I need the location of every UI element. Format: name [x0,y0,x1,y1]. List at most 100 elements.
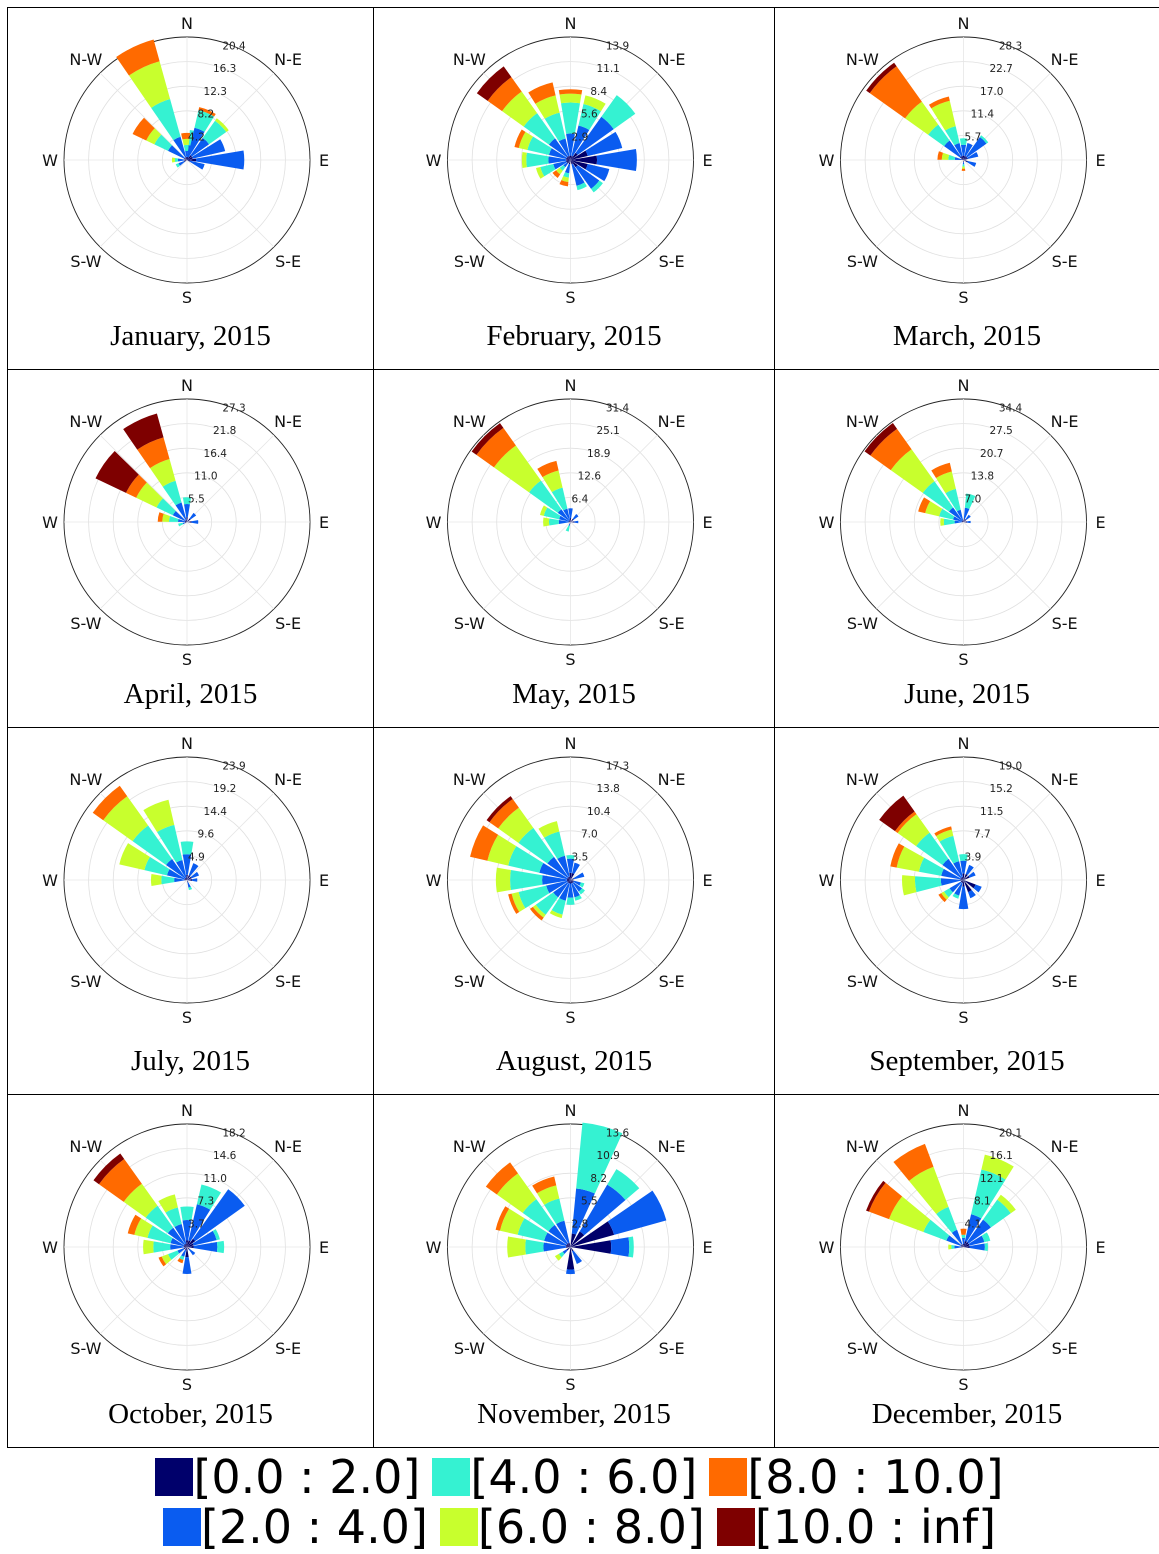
radial-tick-label: 8.4 [590,86,607,98]
direction-label: N-E [658,412,686,431]
legend-label-10-inf: [10.0 : inf] [754,1500,997,1554]
wedge-segment [185,877,187,880]
wedge-segment [870,428,912,471]
wedge-segment [934,826,952,837]
wedge-segment [962,1243,965,1247]
wedge-segment [960,1246,964,1248]
wedge-segment [198,107,216,117]
wedge-segment [496,1173,537,1213]
wedge-segment [944,140,961,158]
legend-label-2-4: [2.0 : 4.0] [200,1500,428,1554]
wedge-segment [187,875,191,880]
wedge-segment [177,1258,184,1264]
direction-label: S-E [275,972,301,991]
radial-tick-label: 16.3 [213,63,236,75]
wedge-segment [143,1239,154,1255]
wedge-segment [981,1232,991,1243]
wedge-segment [570,521,575,523]
wedge-segment [187,882,191,888]
wedge-segment [544,1198,565,1224]
wedge-segment [132,117,155,141]
wedge-segment [536,1185,560,1205]
direction-label: N [565,14,577,33]
radial-tick-label: 14.4 [204,806,228,818]
wedge-segment [954,520,962,524]
wedge-segment [575,165,600,189]
wedge-segment [123,1183,158,1218]
direction-label: N-W [453,50,486,69]
wedge-segment [570,150,588,160]
wedge-segment [535,892,559,915]
wedge-segment [548,156,567,164]
wedge-segment [936,471,956,494]
wedge-segment [527,136,552,156]
wedge-segment [585,131,623,157]
wedge-segment [868,1182,903,1220]
radial-tick-label: 4.2 [188,131,205,143]
wedge-segment [542,875,567,885]
wedge-segment [188,1248,196,1256]
wedge-segment [968,1235,985,1246]
wedge-segment [574,895,582,901]
wedge-segment [170,1244,184,1250]
wedge-segment [960,1228,967,1235]
grid-spoke [876,1159,964,1248]
radial-tick-label: 12.1 [980,1173,1003,1185]
wedge-segment [962,873,965,880]
radial-tick-label: 19.2 [213,783,236,795]
wedge-segment [566,133,575,156]
wedge-segment [175,163,181,168]
wedge-segment [958,886,969,910]
direction-label: N [565,376,577,395]
wedge-segment [145,1205,174,1234]
wedge-segment [567,880,571,883]
wedge-segment [523,113,556,145]
wedge-segment [962,162,965,165]
wedge-segment [558,138,570,157]
direction-label: S-W [70,972,101,991]
direction-label: S-W [454,614,485,633]
wedge-segment [146,128,162,145]
wedge-segment [543,1242,567,1252]
wedge-segment [984,1242,988,1252]
wedge-segment [192,1230,217,1246]
wedge-segment [184,878,187,880]
radial-tick-label: 8.1 [974,1196,991,1208]
direction-label: E [319,513,329,532]
wedge-segment [166,869,185,880]
wedge-segment [553,882,569,898]
wedge-segment [961,880,964,884]
grid-spoke [186,879,275,968]
wedge-segment [518,885,550,909]
wedge-segment [562,1249,568,1254]
wedge-segment [566,157,571,160]
wedge-segment [566,1247,575,1270]
direction-label: N [958,14,970,33]
wedge-segment [960,1245,964,1247]
wedge-segment [893,1143,934,1181]
wedge-segment [568,880,571,884]
wedge-segment [548,138,568,158]
direction-label: S-W [70,614,101,633]
wedge-segment [190,871,200,879]
wedge-segment [172,510,186,522]
wedge-segment [938,893,947,903]
wedge-segment [185,1247,189,1258]
wedge-segment [551,898,566,915]
windrose-plot: 4.2 8.2 12.3 16.3 20.4 N N-E E S-E S S-W W N-W [42,14,329,307]
wedge-segment [566,855,575,859]
wedge-segment [960,880,964,883]
wedge-segment [476,427,516,468]
wedge-segment [144,856,170,876]
wedge-segment [946,1235,962,1246]
grid-spoke [570,521,658,610]
direction-label: S-E [659,614,685,633]
wedge-segment [175,502,187,521]
wedge-segment [961,155,964,160]
wedge-segment [543,517,550,527]
direction-label: N-W [69,50,102,69]
windrose-grid: 4.2 8.2 12.3 16.3 20.4 N N-E E S-E S S-W W N-W Januar… [7,7,1159,1448]
direction-label: S-W [454,252,485,271]
direction-label: S [565,1008,575,1027]
radial-tick-label: 11.4 [971,109,995,121]
